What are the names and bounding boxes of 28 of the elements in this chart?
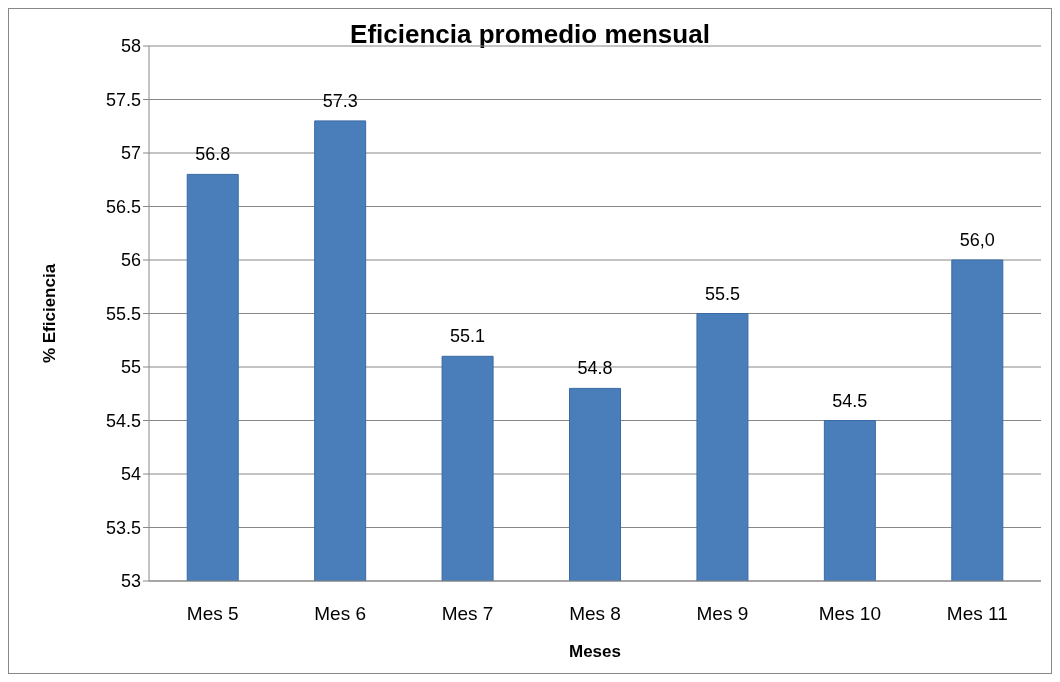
chart-title: Eficiencia promedio mensual: [350, 19, 710, 49]
x-tick-label: Mes 7: [441, 603, 494, 625]
x-tick-label: Mes 8: [569, 603, 621, 625]
x-tick-label: Mes 6: [314, 603, 367, 625]
data-label: 54.8: [577, 358, 613, 379]
x-axis-title: Meses: [569, 642, 621, 661]
data-label: 57.3: [322, 90, 358, 111]
y-tick-label: 54.5: [105, 410, 141, 431]
x-tick-label: Mes 10: [818, 603, 882, 625]
y-tick-label: 58: [120, 36, 141, 57]
y-tick-label: 55.5: [105, 303, 141, 324]
y-tick-label: 56: [120, 250, 141, 271]
data-label: 55.5: [704, 283, 740, 304]
x-tick-label: Mes 9: [696, 603, 749, 625]
y-axis-title: % Eficiencia: [40, 263, 60, 364]
y-tick-label: 57.5: [105, 89, 141, 110]
y-tick-label: 53: [120, 571, 141, 592]
y-tick-label: 56.5: [105, 196, 141, 217]
data-label: 54.5: [832, 390, 868, 411]
y-tick-label: 55: [120, 357, 141, 378]
y-tick-label: 57: [120, 143, 141, 164]
data-label: 56.8: [195, 144, 231, 165]
x-tick-label: Mes 5: [186, 603, 239, 625]
x-tick-label: Mes 11: [946, 603, 1008, 625]
y-tick-label: 53.5: [105, 517, 141, 538]
data-label: 56,0: [959, 230, 995, 250]
y-tick-label: 54: [120, 464, 141, 485]
data-label: 55.1: [450, 326, 486, 347]
